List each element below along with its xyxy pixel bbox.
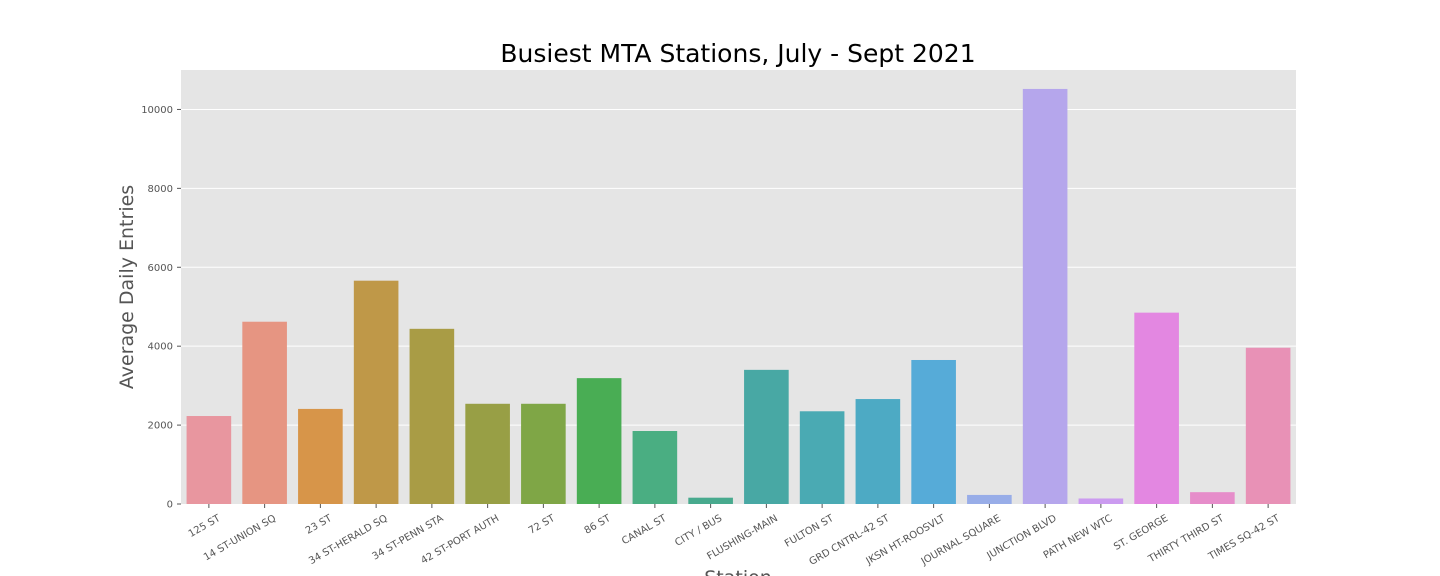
bar [744, 369, 789, 504]
bar [353, 280, 399, 504]
y-tick-label: 6000 [148, 263, 173, 274]
x-tick-label: 23 ST [304, 513, 335, 537]
y-tick-label: 2000 [148, 421, 173, 432]
bar [186, 416, 232, 504]
x-tick-label: CANAL ST [620, 513, 669, 548]
bar [632, 431, 678, 504]
bar [855, 399, 901, 504]
plot-background [181, 70, 1296, 504]
x-tick-label: 86 ST [583, 513, 614, 537]
x-tick-label: 125 ST [187, 513, 223, 540]
chart-title: Busiest MTA Stations, July - Sept 2021 [500, 39, 975, 68]
bars [186, 88, 1291, 505]
bar [465, 403, 510, 504]
x-axis-label: Station [704, 567, 772, 576]
y-tick-label: 10000 [141, 105, 173, 116]
y-tick-label: 8000 [148, 184, 173, 195]
y-axis-ticks: 0 2000 4000 6000 8000 10000 [141, 105, 181, 511]
bar [576, 378, 622, 504]
bar [799, 411, 845, 504]
bar [688, 497, 733, 504]
bar [521, 403, 566, 504]
bar [911, 359, 956, 504]
bar [1190, 492, 1235, 504]
bar [1134, 312, 1179, 504]
bar [967, 494, 1012, 504]
bar [1022, 88, 1068, 505]
x-tick-label: CITY / BUS [673, 513, 724, 549]
y-tick-label: 4000 [148, 342, 173, 353]
x-tick-label: 72 ST [527, 513, 558, 537]
x-tick-label: FULTON ST [783, 513, 836, 550]
bar [242, 321, 287, 504]
bar [409, 328, 455, 504]
bar [1245, 347, 1291, 504]
bar [1078, 498, 1124, 504]
y-tick-label: 0 [167, 500, 173, 511]
bar [298, 408, 343, 504]
y-axis-label: Average Daily Entries [116, 185, 138, 389]
